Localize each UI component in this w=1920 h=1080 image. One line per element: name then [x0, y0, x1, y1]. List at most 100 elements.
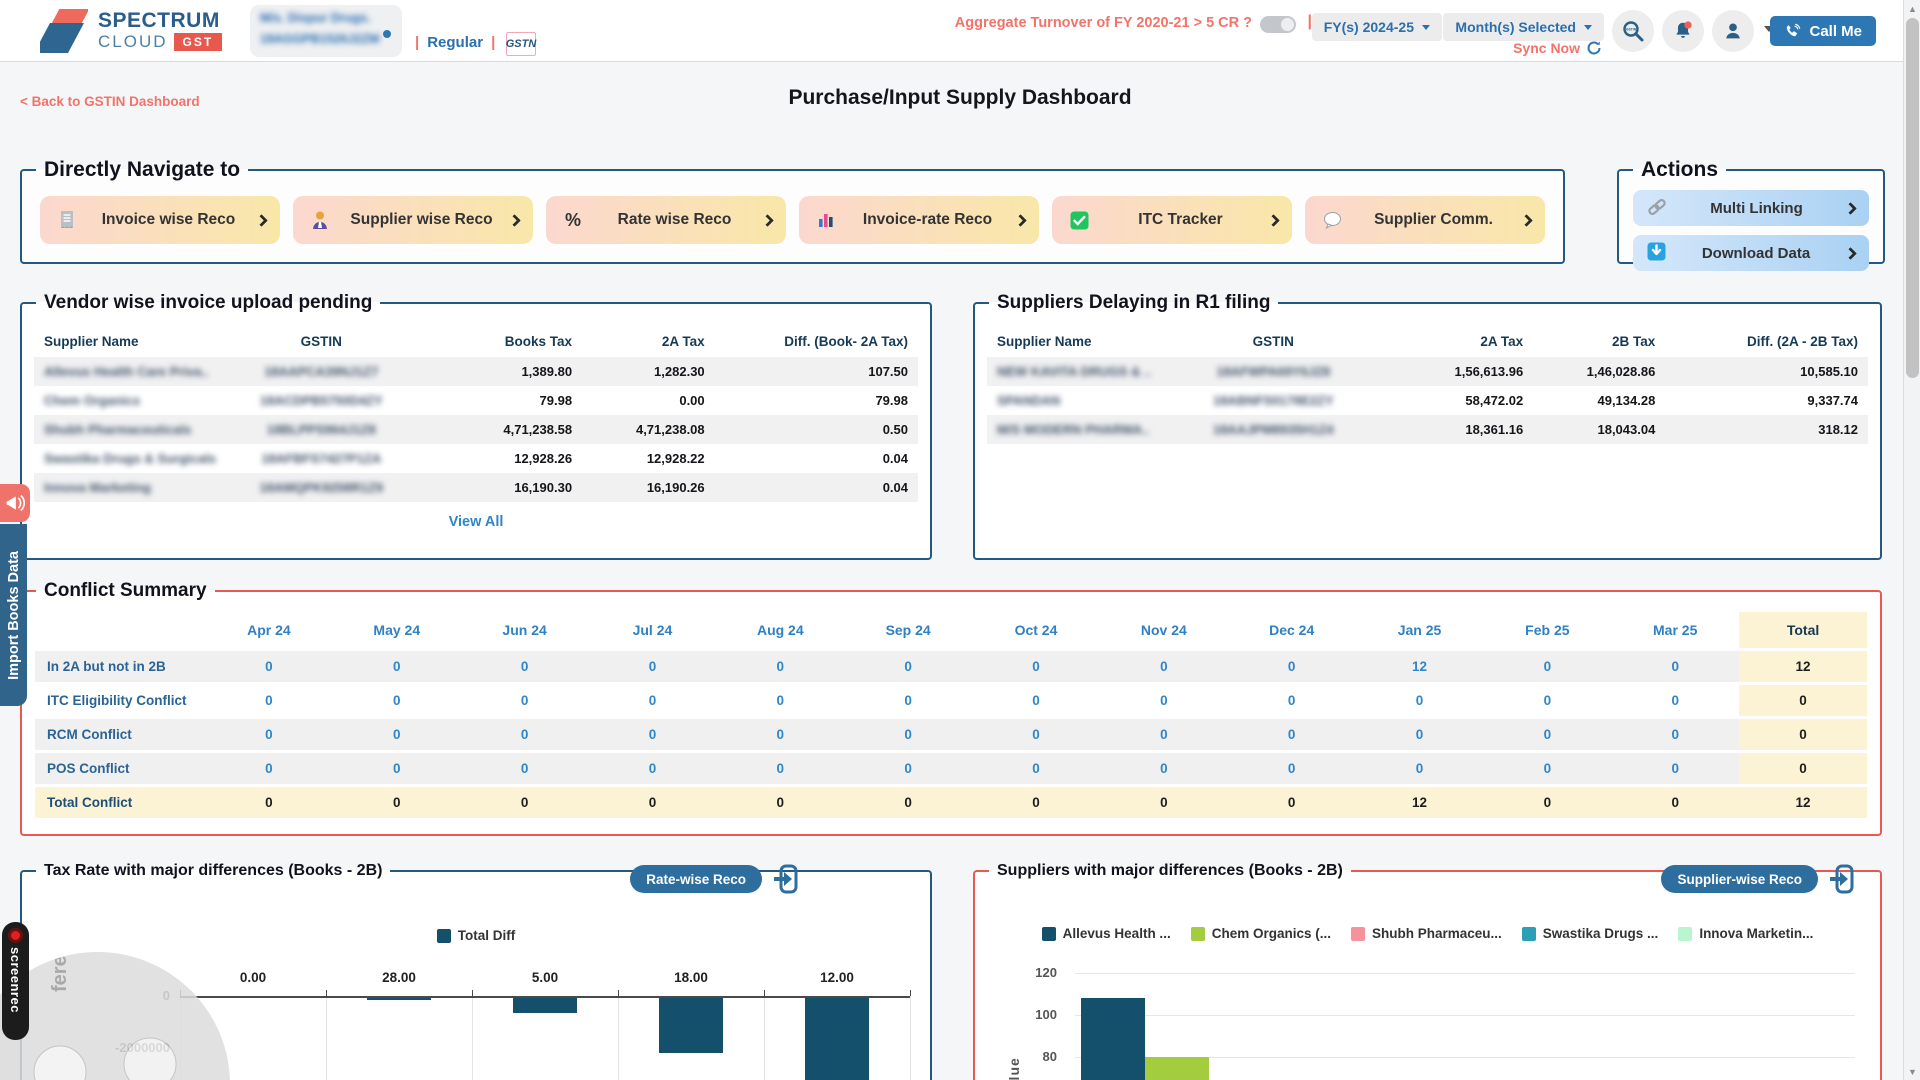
invoice-wise-reco-button[interactable]: Invoice wise Reco: [40, 196, 280, 244]
conflict-value-link[interactable]: 0: [589, 752, 717, 786]
conflict-value-link[interactable]: 12: [1356, 650, 1484, 684]
conflict-value-link[interactable]: 0: [1228, 752, 1356, 786]
gstin-search-button[interactable]: GSTIN: [1612, 10, 1654, 52]
conflict-value-link[interactable]: 0: [1356, 684, 1484, 718]
conflict-value-link[interactable]: 0: [844, 650, 972, 684]
conflict-value-link[interactable]: 0: [461, 650, 589, 684]
conflict-value-link[interactable]: 0: [1228, 684, 1356, 718]
conflict-value-link[interactable]: 0: [205, 752, 333, 786]
supplier-wise-reco-button[interactable]: Supplier wise Reco: [293, 196, 533, 244]
table-cell: 18AFWPA69Y6JZ8: [1190, 357, 1357, 386]
table-cell: 18,361.16: [1357, 415, 1533, 444]
legend-item[interactable]: Shubh Pharmaceu...: [1351, 926, 1502, 941]
conflict-value-link[interactable]: 0: [716, 752, 844, 786]
table-row: M/S MODERN PHARMA..18AAJPM8935H1Z418,361…: [987, 415, 1868, 444]
multi-linking-button[interactable]: Multi Linking: [1633, 190, 1869, 226]
rate-wise-reco-button[interactable]: %Rate wise Reco: [546, 196, 786, 244]
profile-button[interactable]: [1712, 10, 1754, 52]
scrollbar-thumb[interactable]: [1906, 18, 1919, 378]
conflict-value-link[interactable]: 0: [1228, 718, 1356, 752]
conflict-value-link[interactable]: 0: [589, 650, 717, 684]
conflict-value-link[interactable]: 0: [716, 650, 844, 684]
conflict-value-link[interactable]: 0: [333, 650, 461, 684]
conflict-value-link[interactable]: 0: [333, 718, 461, 752]
legend-item[interactable]: Allevus Health ...: [1042, 926, 1171, 941]
export-icon[interactable]: [772, 863, 802, 900]
notifications-button[interactable]: [1662, 10, 1704, 52]
conflict-value-link[interactable]: 0: [972, 718, 1100, 752]
conflict-row: Total Conflict000000000120012: [35, 786, 1867, 819]
conflict-total-value: 0: [844, 786, 972, 819]
scroll-up-arrow[interactable]: ▲: [1904, 0, 1920, 17]
conflict-row: POS Conflict0000000000000: [35, 752, 1867, 786]
conflict-value-link[interactable]: 0: [1228, 650, 1356, 684]
conflict-value-link[interactable]: 0: [333, 752, 461, 786]
scroll-down-arrow[interactable]: ▼: [1904, 1063, 1920, 1080]
export-icon[interactable]: [1828, 863, 1858, 900]
view-all-link[interactable]: View All: [22, 514, 930, 530]
turnover-question: Aggregate Turnover of FY 2020-21 > 5 CR …: [955, 15, 1252, 31]
conflict-value-link[interactable]: 0: [1611, 718, 1739, 752]
vendor-pending-table: Supplier NameGSTINBooks Tax2A TaxDiff. (…: [34, 326, 918, 502]
turnover-toggle[interactable]: [1260, 16, 1296, 33]
button-label: Rate wise Reco: [586, 211, 763, 229]
conflict-value-link[interactable]: 0: [844, 718, 972, 752]
conflict-value-link[interactable]: 0: [1356, 718, 1484, 752]
legend-item[interactable]: Innova Marketin...: [1678, 926, 1813, 941]
conflict-value-link[interactable]: 0: [1100, 718, 1228, 752]
phone-icon: [1784, 23, 1801, 40]
itc-tracker-button[interactable]: ITC Tracker: [1052, 196, 1292, 244]
supplier-wise-reco-button[interactable]: Supplier-wise Reco: [1661, 865, 1818, 893]
conflict-value-link[interactable]: 0: [461, 684, 589, 718]
conflict-value-link[interactable]: 0: [1100, 650, 1228, 684]
conflict-value-link[interactable]: 0: [205, 650, 333, 684]
announcements-tab[interactable]: [0, 484, 30, 522]
rate-wise-reco-button[interactable]: Rate-wise Reco: [630, 865, 762, 893]
legend-item[interactable]: Swastika Drugs ...: [1522, 926, 1659, 941]
conflict-value-link[interactable]: 0: [1100, 752, 1228, 786]
import-books-data-tab[interactable]: Import Books Data: [0, 524, 27, 706]
bar-2: [1145, 1057, 1209, 1080]
conflict-value-link[interactable]: 0: [972, 650, 1100, 684]
conflict-value-link[interactable]: 0: [1483, 650, 1611, 684]
conflict-value-link[interactable]: 0: [844, 752, 972, 786]
vertical-scrollbar[interactable]: ▲ ▼: [1903, 0, 1920, 1080]
conflict-value-link[interactable]: 0: [589, 684, 717, 718]
conflict-value-link[interactable]: 0: [589, 718, 717, 752]
conflict-value-link[interactable]: 0: [1100, 684, 1228, 718]
conflict-value-link[interactable]: 0: [1611, 650, 1739, 684]
svg-text:GSTIN: GSTIN: [1626, 28, 1637, 32]
conflict-value-link[interactable]: 0: [461, 752, 589, 786]
conflict-value-link[interactable]: 0: [844, 684, 972, 718]
conflict-value-link[interactable]: 0: [1483, 752, 1611, 786]
conflict-value-link[interactable]: 0: [716, 718, 844, 752]
conflict-value-link[interactable]: 0: [1611, 684, 1739, 718]
table-cell: 18AAPCA39NJ1Z7: [237, 357, 405, 386]
megaphone-icon: [5, 494, 25, 512]
conflict-value-link[interactable]: 0: [1611, 752, 1739, 786]
r1-delay-legend: Suppliers Delaying in R1 filing: [989, 292, 1278, 314]
legend-item[interactable]: Chem Organics (...: [1191, 926, 1331, 941]
conflict-value-link[interactable]: 0: [205, 718, 333, 752]
month-select[interactable]: Month(s) Selected: [1443, 13, 1604, 41]
conflict-value-link[interactable]: 0: [333, 684, 461, 718]
supplier-comm--button[interactable]: Supplier Comm.: [1305, 196, 1545, 244]
column-header: Supplier Name: [34, 326, 237, 357]
company-chip[interactable]: M/s. Dispur Drugs. 18AGGPB1526J2ZM: [250, 5, 402, 57]
invoice-rate-reco-button[interactable]: Invoice-rate Reco: [799, 196, 1039, 244]
conflict-value-link[interactable]: 0: [972, 684, 1100, 718]
conflict-value-link[interactable]: 0: [1483, 718, 1611, 752]
conflict-value-link[interactable]: 0: [972, 752, 1100, 786]
table-cell: 79.98: [405, 386, 582, 415]
conflict-value-link[interactable]: 0: [205, 684, 333, 718]
conflict-value-link[interactable]: 0: [716, 684, 844, 718]
sync-now-button[interactable]: Sync Now: [1513, 40, 1602, 56]
download-data-button[interactable]: Download Data: [1633, 235, 1869, 271]
x-tick-label: 12.00: [820, 970, 854, 985]
fy-select[interactable]: FY(s) 2024-25: [1312, 13, 1442, 41]
column-header: GSTIN: [237, 326, 405, 357]
conflict-value-link[interactable]: 0: [461, 718, 589, 752]
call-me-button[interactable]: Call Me: [1770, 16, 1876, 46]
conflict-value-link[interactable]: 0: [1483, 684, 1611, 718]
conflict-value-link[interactable]: 0: [1356, 752, 1484, 786]
